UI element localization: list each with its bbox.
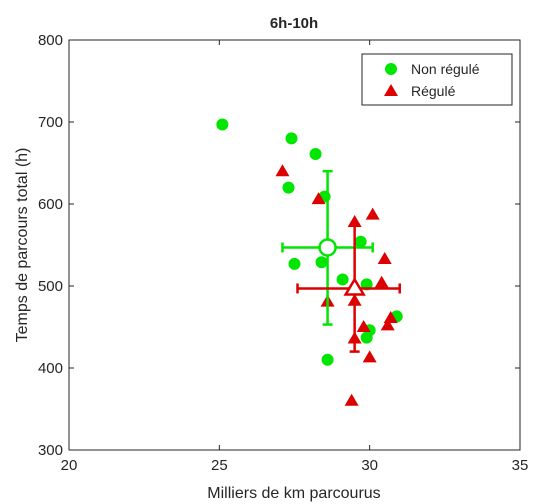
y-tick-label: 600 [38, 196, 63, 213]
legend-label-non-regule: Non régulé [411, 61, 480, 77]
y-tick-label: 400 [38, 360, 63, 377]
data-point-non-regule [282, 181, 295, 194]
data-point-non-regule [336, 273, 349, 286]
data-point-regule [275, 164, 290, 177]
y-tick-label: 300 [38, 442, 63, 459]
plot-area [69, 40, 520, 450]
x-tick-label: 30 [361, 457, 378, 474]
legend-triangle-marker [384, 84, 398, 96]
data-point-non-regule [288, 257, 301, 270]
chart-marks [216, 118, 403, 406]
data-point-non-regule [285, 132, 298, 145]
chart-title: 6h-10h [270, 15, 318, 32]
data-point-non-regule [309, 147, 322, 160]
legend-label-regule: Régulé [411, 83, 456, 99]
y-tick-label: 700 [38, 114, 63, 131]
data-point-non-regule [216, 118, 229, 131]
data-point-regule [377, 251, 392, 264]
data-point-non-regule [315, 256, 328, 269]
data-point-regule [356, 320, 371, 332]
plot-frame [68, 39, 521, 451]
mean-marker-non-regule [318, 238, 337, 257]
x-tick-label: 25 [211, 457, 228, 474]
y-tick-label: 800 [38, 32, 63, 49]
data-point-regule [380, 318, 395, 331]
data-point-non-regule [321, 353, 334, 366]
data-point-regule [311, 192, 326, 205]
x-tick-label: 35 [512, 457, 529, 474]
legend: Non régulé Régulé [361, 53, 513, 106]
data-point-regule [374, 275, 389, 288]
x-tick-label: 20 [61, 457, 78, 474]
x-axis-label: Milliers de km parcourus [207, 485, 380, 502]
y-axis-label: Temps de parcours total (h) [14, 148, 31, 343]
legend-box [361, 53, 513, 106]
data-point-regule [344, 393, 359, 406]
tick-marks: 20 25 30 35 300 400 500 600 700 800 [38, 32, 528, 474]
data-point-regule [362, 350, 377, 363]
data-point-regule [365, 207, 380, 220]
data-point-non-regule [354, 235, 367, 248]
legend-circle-marker [385, 63, 397, 75]
y-tick-label: 500 [38, 278, 63, 295]
mean-marker-regule [343, 277, 366, 296]
